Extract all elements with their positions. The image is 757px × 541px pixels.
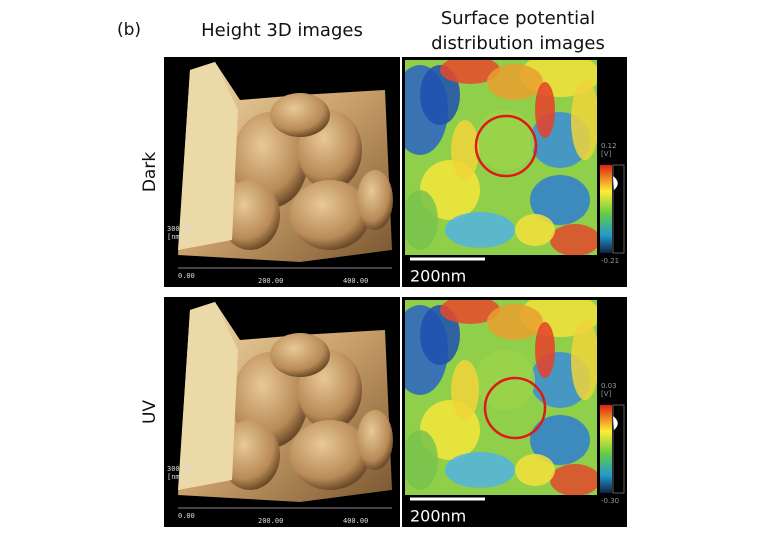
colorbar-max: 0.12 bbox=[601, 142, 617, 150]
potential-domain bbox=[515, 454, 555, 486]
height-ridge bbox=[178, 62, 238, 250]
colorbar bbox=[600, 165, 612, 253]
potential-map bbox=[405, 300, 597, 495]
height-grain bbox=[357, 410, 393, 470]
height-ridge bbox=[178, 302, 238, 490]
potential-domain bbox=[550, 224, 597, 255]
potential-domain bbox=[550, 464, 597, 495]
z-label: 300.00 bbox=[167, 225, 192, 233]
z-label: 300.00 bbox=[167, 465, 192, 473]
figure-row: UV 300.00[nm] 0.00 200.00 400.00 200nm 0.03[V]… bbox=[140, 297, 627, 527]
scale-bar-label: 200nm bbox=[410, 507, 466, 526]
height-grain bbox=[357, 170, 393, 230]
potential-domain bbox=[571, 320, 597, 400]
potential-domain bbox=[571, 80, 597, 160]
column-title: distribution images bbox=[431, 33, 605, 54]
potential-domain bbox=[530, 415, 590, 465]
highlight-circle bbox=[474, 114, 538, 178]
potential-domain bbox=[440, 300, 500, 324]
potential-domain bbox=[451, 360, 479, 420]
highlight-circle bbox=[483, 376, 547, 440]
histogram bbox=[613, 176, 618, 190]
x-tick-label: 200.00 bbox=[258, 277, 283, 285]
z-unit: [nm] bbox=[167, 233, 184, 241]
potential-domain bbox=[445, 452, 515, 488]
potential-domain bbox=[535, 322, 555, 378]
histogram bbox=[613, 416, 618, 430]
height-grain bbox=[220, 180, 280, 250]
row-label: UV bbox=[140, 400, 160, 424]
colorbar-unit: [V] bbox=[601, 390, 612, 398]
potential-domain bbox=[530, 175, 590, 225]
height-grain bbox=[270, 333, 330, 377]
colorbar-unit: [V] bbox=[601, 150, 612, 158]
x-tick-label: 400.00 bbox=[343, 517, 368, 525]
potential-domain bbox=[405, 430, 438, 490]
potential-domain bbox=[515, 214, 555, 246]
potential-domain bbox=[445, 212, 515, 248]
height-grain bbox=[220, 420, 280, 490]
height-grain bbox=[290, 420, 370, 490]
potential-domain bbox=[451, 120, 479, 180]
potential-domain bbox=[487, 64, 543, 100]
colorbar-max: 0.03 bbox=[601, 382, 617, 390]
panel-label: (b) bbox=[117, 20, 141, 40]
scale-bar-label: 200nm bbox=[410, 267, 466, 286]
histogram-box bbox=[612, 404, 625, 494]
colorbar-min: -0.21 bbox=[601, 257, 619, 265]
potential-map bbox=[405, 60, 597, 255]
histogram-box bbox=[612, 164, 625, 254]
potential-domain bbox=[535, 82, 555, 138]
x-tick-label: 0.00 bbox=[178, 512, 195, 520]
height-grain bbox=[290, 180, 370, 250]
z-unit: [nm] bbox=[167, 473, 184, 481]
potential-domain bbox=[405, 190, 438, 250]
row-label: Dark bbox=[140, 152, 160, 192]
column-title: Height 3D images bbox=[201, 20, 363, 41]
x-tick-label: 400.00 bbox=[343, 277, 368, 285]
potential-domain bbox=[475, 110, 535, 170]
colorbar bbox=[600, 405, 612, 493]
x-tick-label: 0.00 bbox=[178, 272, 195, 280]
x-tick-label: 200.00 bbox=[258, 517, 283, 525]
column-title: Surface potential bbox=[441, 8, 595, 29]
potential-domain bbox=[440, 60, 500, 84]
height-grain bbox=[270, 93, 330, 137]
potential-domain bbox=[487, 304, 543, 340]
colorbar-min: -0.30 bbox=[601, 497, 619, 505]
figure-row: Dark 300.00[nm] 0.00 200.00 400.00 200nm 0.12[… bbox=[140, 57, 627, 287]
